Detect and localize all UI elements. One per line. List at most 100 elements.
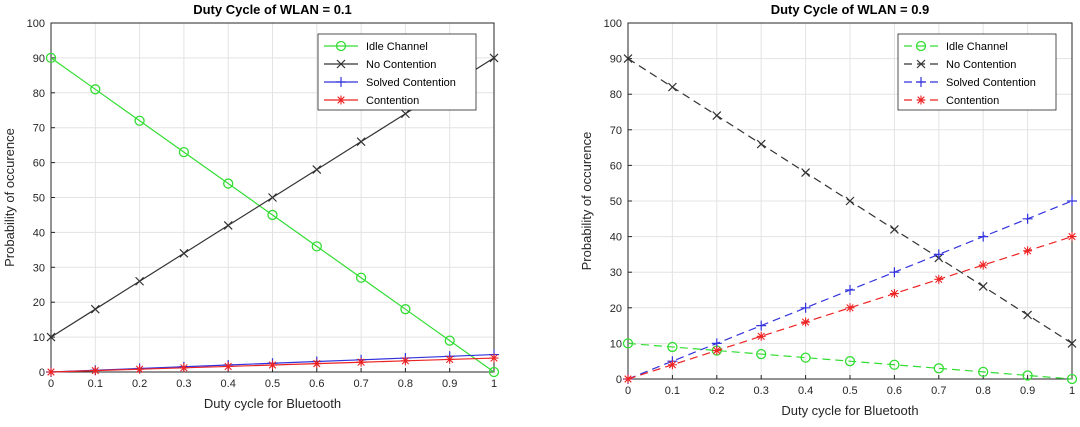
data-point (444, 335, 455, 346)
series-group (622, 54, 1078, 385)
data-point (933, 249, 944, 260)
data-point (667, 82, 677, 92)
data-point (356, 137, 366, 147)
x-tick-label: 0.3 (176, 378, 191, 390)
y-tick-label: 30 (33, 262, 45, 274)
data-point (488, 366, 500, 378)
y-tick-label: 50 (610, 196, 622, 208)
y-tick-label: 10 (610, 338, 622, 350)
x-tick-label: 0.2 (132, 378, 147, 390)
data-point (489, 353, 499, 363)
x-tick-label: 0.5 (842, 385, 857, 397)
legend: Idle Channel No Contention Solved Contenti… (897, 33, 1057, 111)
data-point (844, 356, 856, 367)
data-point (134, 115, 145, 126)
x-tick-label: 0.9 (442, 378, 457, 390)
series-idle-channel (45, 52, 500, 378)
data-point (223, 361, 233, 371)
legend-entry: Solved Contention (904, 77, 1036, 89)
legend-entry: Idle Channel (324, 40, 428, 53)
y-tick-label: 30 (610, 267, 622, 279)
data-point (712, 111, 722, 120)
data-point (223, 178, 234, 189)
data-point (623, 374, 633, 384)
data-point (667, 360, 677, 370)
data-point (45, 52, 57, 64)
y-tick-label: 60 (610, 160, 622, 172)
x-tick-label: 0.3 (754, 385, 769, 397)
legend-marker (916, 95, 926, 105)
data-point (311, 241, 322, 252)
x-tick-label: 0.4 (798, 385, 813, 397)
y-axis-label: Probability of occurence (2, 128, 17, 267)
y-tick-label: 60 (33, 158, 45, 170)
data-point (179, 248, 189, 258)
y-axis-label: Probability of occurence (579, 132, 594, 271)
data-point (845, 196, 855, 206)
data-point (1067, 232, 1077, 242)
legend-label: No Contention (946, 59, 1016, 71)
data-point (400, 304, 411, 315)
chart-title: Duty Cycle of WLAN = 0.1 (193, 2, 352, 17)
data-point (801, 317, 811, 327)
x-tick-label: 0.8 (398, 378, 413, 390)
legend-label: Contention (946, 95, 999, 107)
x-tick-label: 0.1 (665, 385, 680, 397)
y-tick-label: 80 (33, 88, 45, 100)
legend-entry: Contention (324, 95, 419, 107)
y-tick-label: 100 (27, 18, 45, 30)
data-point (712, 346, 722, 356)
y-tick-label: 20 (610, 303, 622, 315)
data-point (800, 302, 811, 313)
data-point (90, 84, 101, 95)
data-point (1066, 373, 1078, 385)
x-tick-label: 0.1 (88, 378, 103, 390)
data-point (889, 359, 900, 370)
y-tick-label: 20 (33, 297, 45, 309)
y-tick-label: 70 (610, 125, 622, 137)
legend-marker (336, 59, 346, 69)
y-tick-label: 100 (604, 18, 622, 30)
data-point (622, 338, 634, 349)
data-point (756, 348, 767, 360)
data-point (756, 331, 766, 341)
legend-marker (336, 77, 346, 87)
y-tick-label: 80 (610, 89, 622, 101)
data-point (356, 357, 366, 367)
data-point (978, 231, 989, 242)
data-point (801, 168, 811, 177)
data-point (312, 165, 322, 175)
x-axis-label: Duty cycle for Bluetooth (204, 396, 341, 411)
data-point (179, 363, 189, 373)
data-point (756, 139, 766, 149)
legend-marker (335, 40, 347, 52)
legend-entry: Solved Contention (324, 77, 456, 89)
legend-label: No Contention (366, 59, 436, 71)
y-tick-label: 0 (39, 367, 45, 379)
data-point (90, 304, 100, 314)
data-point (667, 341, 678, 353)
series-contention (623, 232, 1077, 384)
y-tick-label: 10 (33, 332, 45, 344)
x-tick-label: 0.7 (931, 385, 946, 397)
data-point (400, 109, 410, 119)
x-tick-label: 0.7 (353, 378, 368, 390)
x-tick-label: 1 (491, 378, 497, 390)
data-point (800, 352, 811, 363)
data-point (845, 303, 855, 313)
data-point (178, 146, 190, 158)
x-tick-label: 0.5 (265, 378, 280, 390)
data-point (445, 354, 455, 364)
x-tick-label: 0.6 (309, 378, 324, 390)
data-point (1022, 213, 1033, 224)
data-point (46, 367, 56, 377)
data-point (1067, 338, 1077, 348)
legend: Idle Channel No Contention Solved Contenti… (317, 33, 477, 111)
chart-wlan-0-1: 0 0.1 0.2 0.3 0.4 0.5 0.6 0.7 0.8 0.9 101020304050… (2, 2, 500, 411)
legend-label: Idle Channel (366, 41, 428, 53)
legend-entry: Idle Channel (904, 40, 1008, 53)
legend-entry: No Contention (904, 59, 1016, 71)
x-tick-label: 1 (1069, 385, 1075, 397)
data-point (1023, 246, 1033, 256)
legend-marker (915, 40, 927, 52)
